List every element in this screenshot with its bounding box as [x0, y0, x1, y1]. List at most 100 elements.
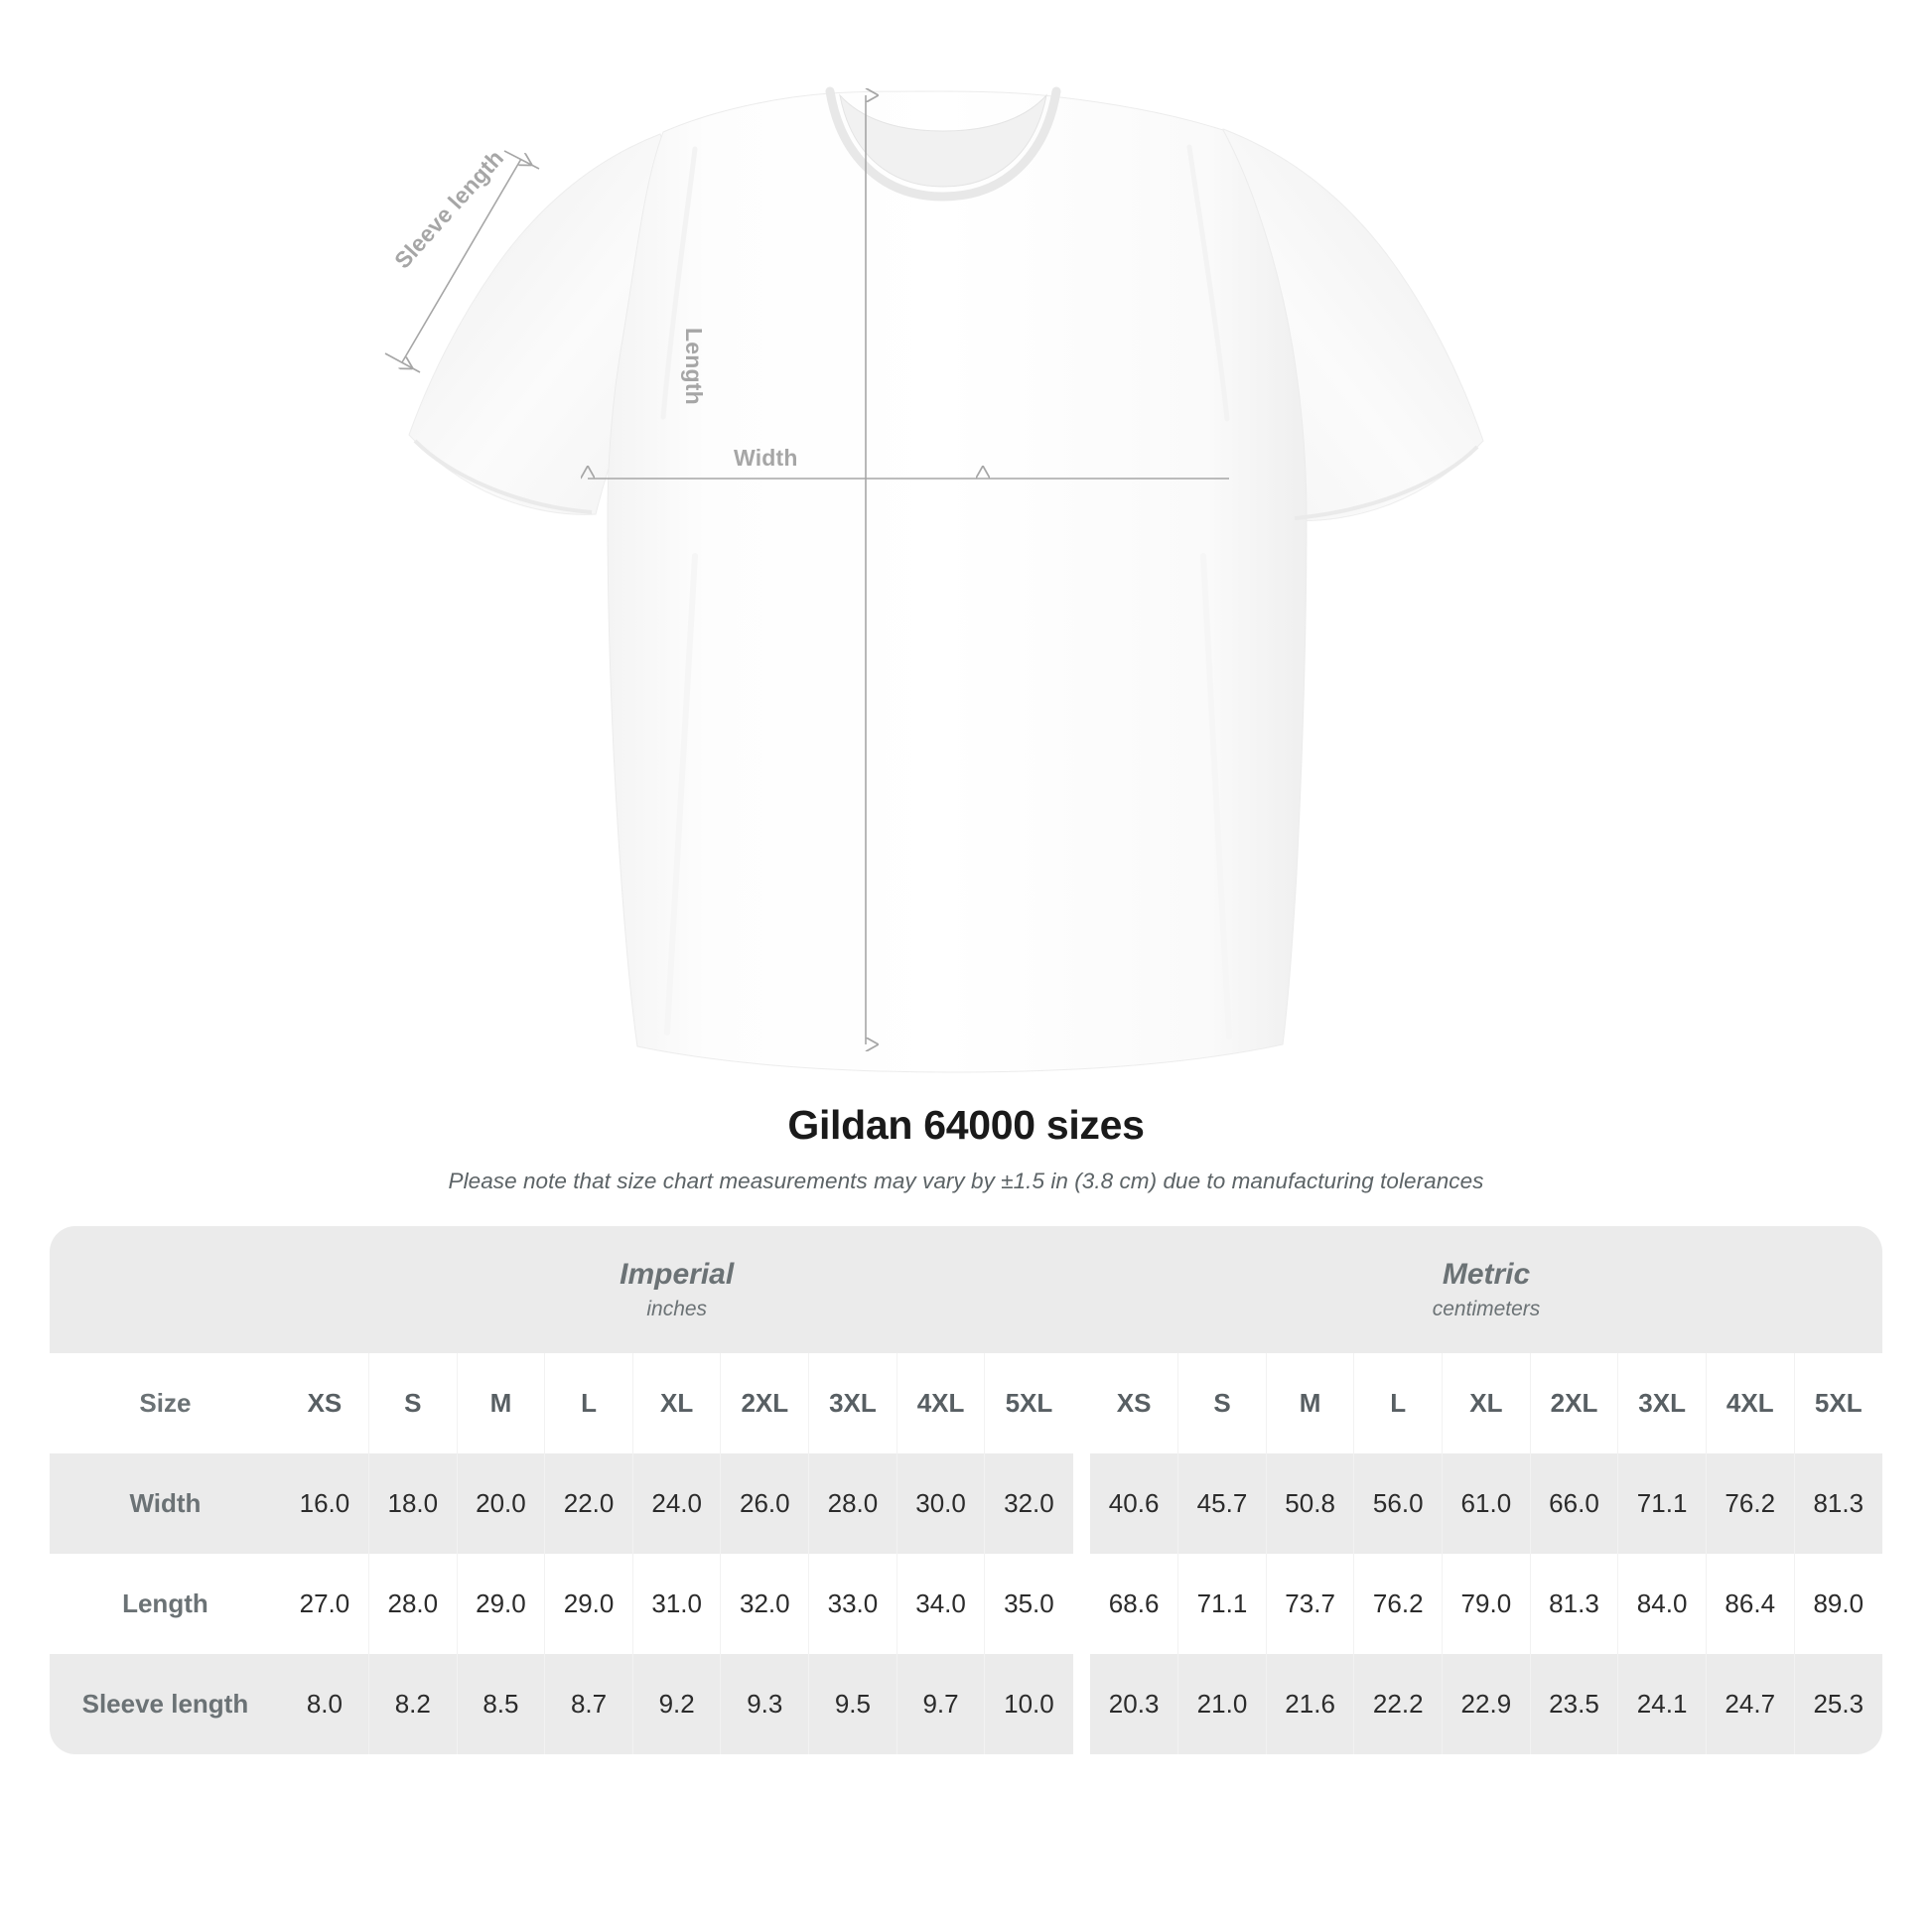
size-header-metric-l: L [1353, 1353, 1443, 1453]
table-row: Length 27.0 28.0 29.0 29.0 31.0 32.0 33.0 34.0 35… [50, 1554, 1882, 1654]
width-label: Width [734, 445, 798, 471]
cell-sleeve-length-metric-l: 22.2 [1353, 1654, 1443, 1754]
cell-length-metric-xl: 79.0 [1442, 1554, 1531, 1654]
section-gap [1073, 1453, 1091, 1554]
cell-length-metric-3xl: 84.0 [1617, 1554, 1707, 1654]
cell-sleeve-length-imperial-m: 8.5 [456, 1654, 545, 1754]
unit-sub-metric: centimeters [1432, 1298, 1541, 1321]
cell-width-imperial-m: 20.0 [456, 1453, 545, 1554]
cell-length-metric-5xl: 89.0 [1793, 1554, 1882, 1654]
tshirt-svg [384, 86, 1484, 1073]
cell-length-imperial-xs: 27.0 [280, 1554, 369, 1654]
collar-ribbing [825, 86, 1061, 202]
size-header-label: Size [50, 1353, 281, 1453]
cell-width-imperial-s: 18.0 [367, 1453, 458, 1554]
cell-length-imperial-4xl: 34.0 [896, 1554, 985, 1654]
section-gap [1073, 1554, 1091, 1654]
table-row: Sleeve length 8.0 8.2 8.5 8.7 9.2 9.3 9.5 9.7 10.… [50, 1654, 1882, 1754]
cell-sleeve-length-metric-s: 21.0 [1177, 1654, 1267, 1754]
cell-length-imperial-2xl: 32.0 [720, 1554, 809, 1654]
size-header-metric-s: S [1177, 1353, 1267, 1453]
size-header-imperial-3xl: 3XL [808, 1353, 897, 1453]
sleeve-dimension-line [402, 159, 521, 362]
cell-length-metric-4xl: 86.4 [1705, 1554, 1795, 1654]
page-title: Gildan 64000 sizes [787, 1102, 1145, 1148]
cell-width-imperial-xl: 24.0 [631, 1453, 721, 1554]
cell-width-imperial-5xl: 32.0 [984, 1453, 1073, 1554]
size-header-metric-2xl: 2XL [1529, 1353, 1618, 1453]
cell-width-metric-xl: 61.0 [1442, 1453, 1531, 1554]
table-row: Width 16.0 18.0 20.0 22.0 24.0 26.0 28.0 30.0 32.… [50, 1453, 1882, 1554]
cell-sleeve-length-metric-xl: 22.9 [1442, 1654, 1531, 1754]
section-gap [1073, 1654, 1091, 1754]
fold-right-shoulder [1186, 144, 1230, 422]
cell-length-imperial-m: 29.0 [456, 1554, 545, 1654]
cell-sleeve-length-imperial-4xl: 9.7 [896, 1654, 985, 1754]
sleeve-hem-right [1294, 445, 1479, 520]
size-header-row: Size XS S M L XL 2XL 3XL 4XL 5XL XS S M L XL 2XL 3XL 4XL 5… [50, 1353, 1882, 1453]
size-header-imperial-5xl: 5XL [984, 1353, 1073, 1453]
sleeve-tick-bottom [384, 352, 421, 373]
cell-length-imperial-s: 28.0 [367, 1554, 458, 1654]
row-label-length: Length [50, 1554, 281, 1654]
size-table-wrap: Imperial inches Metric centimeters Size XS S M L… [50, 1226, 1882, 1754]
cell-sleeve-length-imperial-xl: 9.2 [631, 1654, 721, 1754]
length-label: Length [681, 328, 707, 405]
cell-length-metric-2xl: 81.3 [1529, 1554, 1618, 1654]
size-header-imperial-xs: XS [280, 1353, 369, 1453]
size-header-metric-xl: XL [1442, 1353, 1531, 1453]
size-header-metric-3xl: 3XL [1617, 1353, 1707, 1453]
cell-width-imperial-l: 22.0 [544, 1453, 633, 1554]
size-chart-table: Imperial inches Metric centimeters Size XS S M L… [50, 1226, 1882, 1754]
fold-right-hem [1200, 553, 1232, 1039]
size-header-imperial-s: S [367, 1353, 458, 1453]
cell-width-metric-3xl: 71.1 [1617, 1453, 1707, 1554]
cell-width-imperial-2xl: 26.0 [720, 1453, 809, 1554]
cell-width-metric-xs: 40.6 [1090, 1453, 1178, 1554]
cell-width-imperial-4xl: 30.0 [896, 1453, 985, 1554]
cell-length-imperial-5xl: 35.0 [984, 1554, 1073, 1654]
sleeve-tick-top [503, 150, 540, 170]
unit-name-imperial: Imperial [620, 1257, 735, 1291]
size-header-imperial-l: L [544, 1353, 633, 1453]
cell-length-metric-m: 73.7 [1265, 1554, 1354, 1654]
size-header-metric-4xl: 4XL [1705, 1353, 1795, 1453]
unit-sub-imperial: inches [646, 1298, 708, 1321]
cell-length-metric-s: 71.1 [1177, 1554, 1267, 1654]
tolerance-note: Please note that size chart measurements… [448, 1169, 1484, 1193]
cell-length-imperial-l: 29.0 [544, 1554, 633, 1654]
neckline [839, 93, 1047, 188]
cell-sleeve-length-metric-2xl: 23.5 [1529, 1654, 1618, 1754]
unit-group-imperial: Imperial inches [280, 1226, 1073, 1353]
size-header-imperial-xl: XL [631, 1353, 721, 1453]
cell-sleeve-length-imperial-s: 8.2 [367, 1654, 458, 1754]
cell-sleeve-length-metric-m: 21.6 [1265, 1654, 1354, 1754]
unit-name-metric: Metric [1442, 1257, 1531, 1291]
cell-sleeve-length-imperial-2xl: 9.3 [720, 1654, 809, 1754]
size-header-metric-xs: XS [1090, 1353, 1178, 1453]
unit-banner-gap [1072, 1226, 1091, 1353]
unit-group-metric: Metric centimeters [1090, 1226, 1882, 1353]
sleeve-hem-left [413, 439, 593, 514]
cell-sleeve-length-imperial-5xl: 10.0 [984, 1654, 1073, 1754]
section-gap [1073, 1353, 1091, 1453]
cell-sleeve-length-metric-5xl: 25.3 [1793, 1654, 1882, 1754]
row-label-sleeve-length: Sleeve length [50, 1654, 281, 1754]
size-header-metric-5xl: 5XL [1793, 1353, 1882, 1453]
cell-length-imperial-3xl: 33.0 [808, 1554, 897, 1654]
row-label-width: Width [50, 1453, 281, 1554]
cell-width-metric-2xl: 66.0 [1529, 1453, 1618, 1554]
cell-sleeve-length-imperial-l: 8.7 [544, 1654, 633, 1754]
fold-left-hem [664, 553, 698, 1035]
unit-banner-row: Imperial inches Metric centimeters [50, 1226, 1882, 1353]
unit-banner-spacer [50, 1226, 281, 1353]
cell-sleeve-length-metric-4xl: 24.7 [1705, 1654, 1795, 1754]
cell-length-imperial-xl: 31.0 [631, 1554, 721, 1654]
cell-width-metric-s: 45.7 [1177, 1453, 1267, 1554]
cell-sleeve-length-metric-xs: 20.3 [1090, 1654, 1178, 1754]
tshirt-garment [408, 86, 1484, 1073]
cell-sleeve-length-imperial-3xl: 9.5 [808, 1654, 897, 1754]
fold-left-shoulder [660, 146, 698, 420]
cell-length-metric-l: 76.2 [1353, 1554, 1443, 1654]
cell-width-metric-4xl: 76.2 [1705, 1453, 1795, 1554]
